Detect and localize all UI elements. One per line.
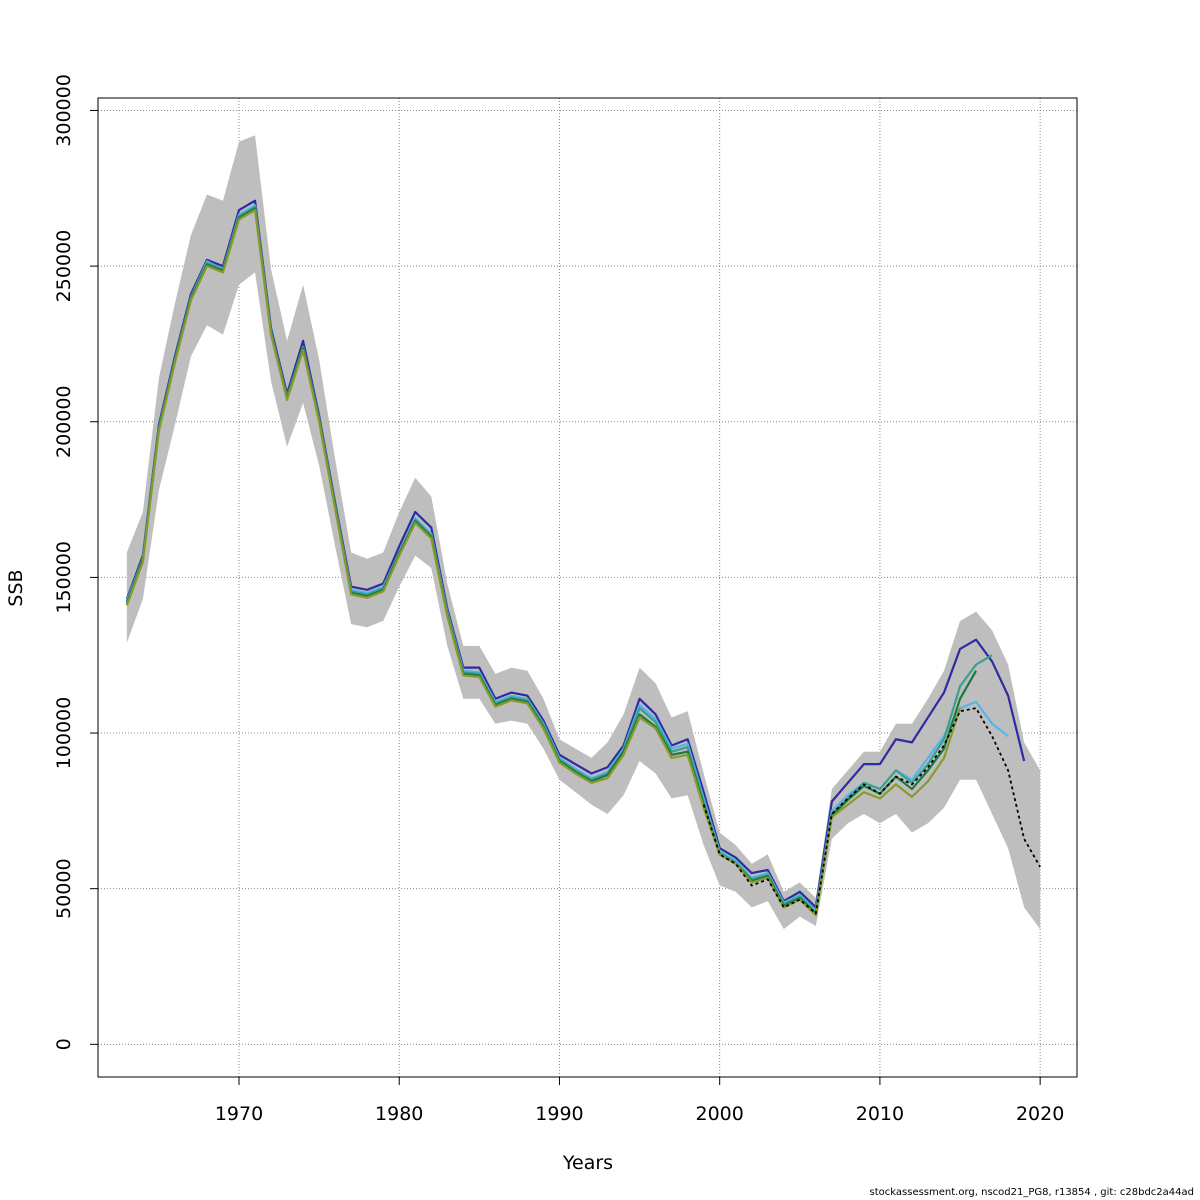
series-lines xyxy=(125,199,1041,917)
footer-credit: stockassessment.org, nscod21_PG8, r13854… xyxy=(869,1187,1194,1198)
y-tick-label: 200000 xyxy=(53,385,75,458)
grid xyxy=(98,98,1077,1077)
x-tick-label: 2020 xyxy=(1016,1103,1064,1125)
x-axis-label: Years xyxy=(562,1152,613,1174)
series-line-6 xyxy=(702,707,1041,915)
x-tick-label: 1980 xyxy=(375,1103,423,1125)
x-tick-label: 2000 xyxy=(696,1103,744,1125)
y-tick-label: 300000 xyxy=(53,74,75,147)
plot-frame xyxy=(97,97,1078,1078)
y-tick-label: 50000 xyxy=(53,858,75,918)
x-tick-label: 1990 xyxy=(535,1103,583,1125)
x-axis: 1970 1980 1990 2000 2010 2020 xyxy=(215,1077,1064,1125)
y-axis-label: SSB xyxy=(5,569,27,606)
y-axis: 0 50000 100000 150000 200000 250000 300000 xyxy=(53,74,98,1050)
confidence-band xyxy=(126,135,1041,930)
x-tick-label: 1970 xyxy=(215,1103,263,1125)
y-tick-label: 150000 xyxy=(53,541,75,614)
y-tick-label: 100000 xyxy=(53,697,75,770)
x-tick-label: 2010 xyxy=(856,1103,904,1125)
y-tick-label: 250000 xyxy=(53,230,75,303)
confidence-band-area xyxy=(126,135,1041,930)
y-tick-label: 0 xyxy=(53,1038,75,1050)
